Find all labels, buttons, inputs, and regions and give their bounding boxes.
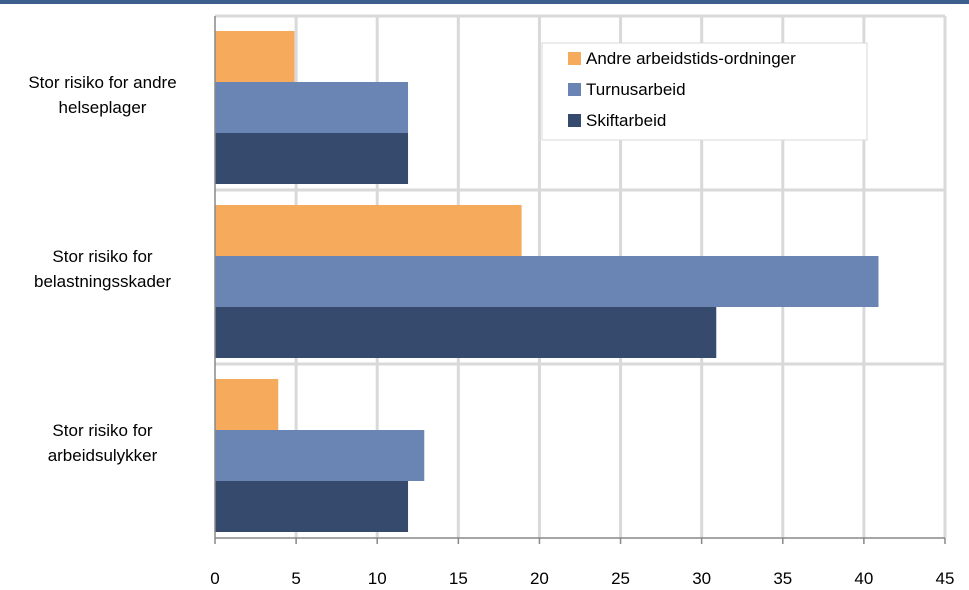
legend-label: Andre arbeidstids-ordninger	[586, 49, 796, 68]
bar	[215, 31, 295, 82]
bar	[215, 82, 409, 133]
x-tick-labels: 0 5 10 15 20 25 30 35 40 45	[210, 569, 954, 588]
bar	[215, 133, 409, 184]
legend-label: Skiftarbeid	[586, 111, 666, 130]
x-tick-label: 40	[854, 569, 873, 588]
x-tick-label: 30	[692, 569, 711, 588]
legend: Andre arbeidstids-ordninger Turnusarbeid S…	[541, 42, 868, 141]
top-border-line	[0, 0, 969, 4]
x-tick-label: 15	[449, 569, 468, 588]
legend-label: Turnusarbeid	[586, 80, 686, 99]
bar	[215, 307, 717, 358]
y-category-label: Stor risiko for andre helseplager	[28, 73, 177, 117]
x-tick-label: 35	[773, 569, 792, 588]
y-category-label: Stor risiko for arbeidsulykker	[47, 421, 158, 465]
x-tick-label: 25	[611, 569, 630, 588]
legend-swatch	[568, 52, 581, 65]
legend-swatch	[568, 83, 581, 96]
legend-swatch	[568, 114, 581, 127]
bar	[215, 205, 522, 256]
legend-box	[541, 42, 868, 141]
y-category-label: Stor risiko for belastningsskader	[33, 247, 172, 291]
axes	[214, 16, 946, 544]
x-tick-label: 0	[210, 569, 219, 588]
bar	[215, 481, 409, 532]
bar	[215, 256, 879, 307]
x-tick-label: 10	[368, 569, 387, 588]
bar	[215, 430, 425, 481]
x-tick-label: 5	[291, 569, 300, 588]
bars	[215, 31, 879, 532]
x-tick-label: 45	[936, 569, 955, 588]
x-tick-label: 20	[530, 569, 549, 588]
bar	[215, 379, 279, 430]
